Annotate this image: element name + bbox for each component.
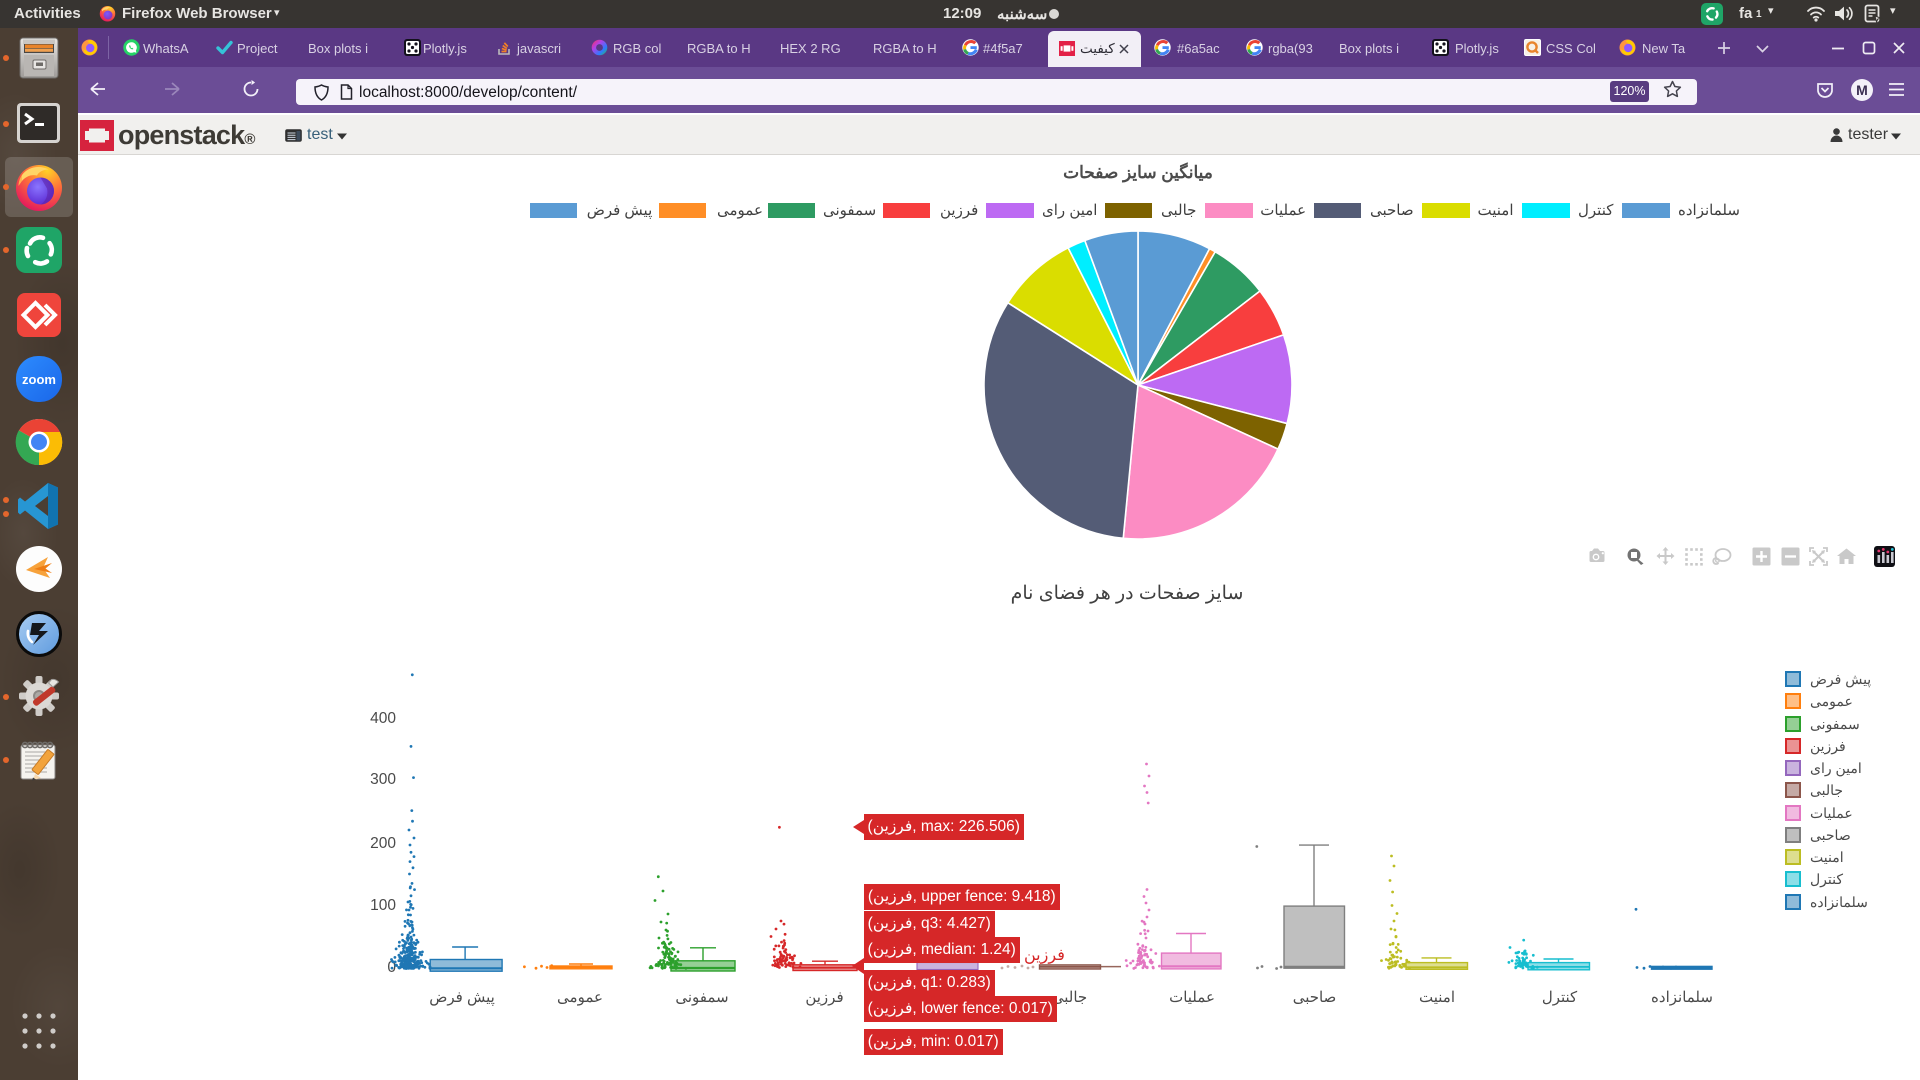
svg-text:zoom: zoom bbox=[22, 372, 56, 387]
